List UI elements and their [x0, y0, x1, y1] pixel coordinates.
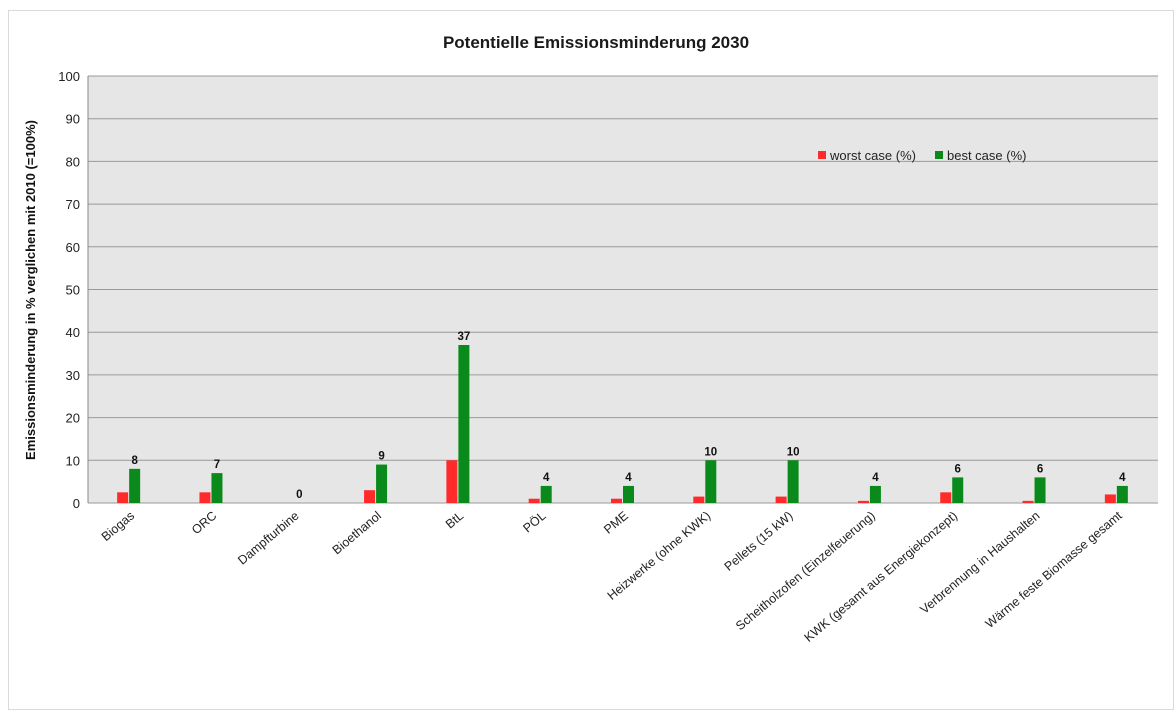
- legend-label-worst: worst case (%): [829, 148, 916, 163]
- x-category-label: Scheitholzofen (Einzelfeuerung): [733, 509, 878, 634]
- data-labels: 8 7 0 9 37 4 4 10 10 4 6 6 4: [131, 331, 1126, 501]
- bar-best-5: [540, 485, 552, 503]
- y-tick-label: 80: [66, 154, 80, 169]
- bar-best-11: [1034, 477, 1046, 503]
- bar-best-6: [623, 485, 634, 503]
- data-label: 9: [378, 451, 384, 463]
- data-label: 10: [704, 446, 717, 458]
- bar-best-10: [952, 477, 964, 503]
- y-tick-label: 60: [66, 240, 80, 255]
- x-category-label: Biogas: [99, 509, 137, 544]
- data-label: 4: [1119, 472, 1126, 484]
- x-category-label: Pellets (15 kW): [722, 509, 796, 574]
- gridlines: [87, 75, 1158, 504]
- y-tick-label: 20: [66, 411, 80, 426]
- data-label: 10: [787, 446, 800, 458]
- bar-best-3: [376, 464, 388, 503]
- bars: [117, 345, 1128, 503]
- bar-worst-5: [528, 498, 540, 503]
- x-category-label: Wärme feste Biomasse gesamt: [983, 508, 1125, 631]
- x-category-label: ORC: [189, 509, 219, 538]
- bar-best-0: [129, 468, 141, 503]
- data-label: 4: [872, 472, 879, 484]
- y-tick-label: 30: [66, 368, 80, 383]
- bar-worst-7: [693, 496, 705, 503]
- data-label: 6: [1037, 463, 1043, 475]
- y-axis-ticks: 0 10 20 30 40 50 60 70 80 90 100: [58, 69, 80, 511]
- data-label: 0: [296, 489, 302, 501]
- bar-worst-0: [117, 492, 129, 503]
- bar-best-7: [705, 460, 717, 503]
- x-category-label: PÖL: [520, 509, 548, 536]
- legend-label-best: best case (%): [947, 148, 1026, 163]
- bar-worst-9: [857, 500, 869, 503]
- bar-worst-8: [775, 496, 787, 503]
- bar-worst-6: [611, 498, 622, 503]
- bar-worst-11: [1022, 500, 1034, 503]
- legend-swatch-worst: [818, 151, 826, 159]
- legend: worst case (%) best case (%): [818, 148, 1026, 163]
- bar-worst-10: [940, 492, 952, 503]
- x-category-label: KWK (gesamt aus Energiekonzept): [802, 509, 961, 645]
- bar-worst-12: [1104, 494, 1116, 503]
- bar-best-8: [787, 460, 799, 503]
- data-label: 4: [625, 472, 632, 484]
- x-category-label: Dampfturbine: [235, 509, 302, 568]
- y-tick-label: 10: [66, 453, 80, 468]
- bar-worst-1: [199, 492, 211, 503]
- y-tick-label: 90: [66, 112, 80, 127]
- y-tick-label: 100: [58, 69, 80, 84]
- x-category-label: Bioethanol: [330, 509, 384, 558]
- y-tick-label: 50: [66, 283, 80, 298]
- bar-worst-4: [446, 460, 458, 503]
- legend-swatch-best: [935, 151, 943, 159]
- x-axis-categories: Biogas ORC Dampfturbine Bioethanol BtL PÖL PME…: [99, 508, 1125, 645]
- x-category-label: PME: [601, 509, 631, 537]
- data-label: 37: [457, 331, 470, 343]
- bar-best-12: [1116, 485, 1128, 503]
- bar-best-1: [211, 473, 223, 503]
- y-tick-label: 40: [66, 325, 80, 340]
- bar-worst-3: [364, 490, 376, 503]
- bar-best-9: [869, 485, 881, 503]
- y-axis-label: Emissionsminderung in % verglichen mit 2…: [23, 120, 38, 460]
- data-label: 4: [543, 472, 550, 484]
- chart-title: Potentielle Emissionsminderung 2030: [443, 33, 749, 52]
- x-category-label: BtL: [443, 509, 466, 532]
- data-label: 8: [131, 455, 138, 467]
- y-tick-label: 0: [73, 496, 80, 511]
- bar-best-4: [458, 345, 470, 503]
- y-tick-label: 70: [66, 197, 80, 212]
- data-label: 7: [214, 459, 220, 471]
- data-label: 6: [955, 463, 961, 475]
